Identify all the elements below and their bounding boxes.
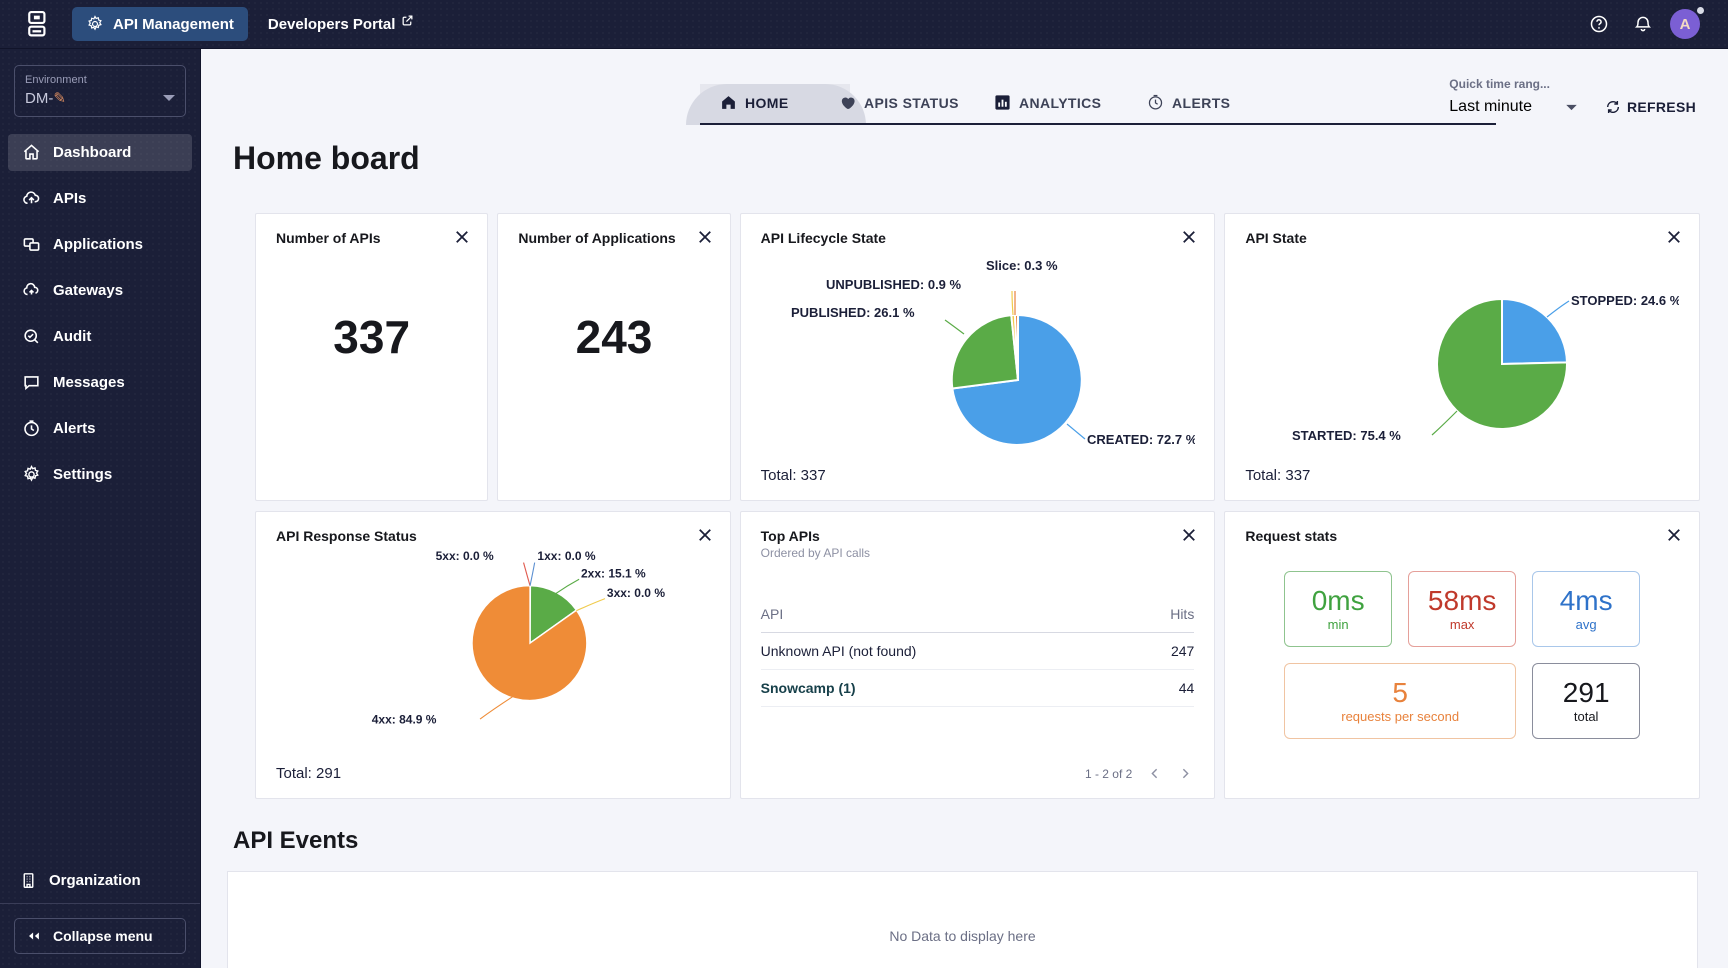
svg-text:CREATED: 72.7 %: CREATED: 72.7 % — [1087, 432, 1195, 447]
svg-text:Slice: 0.3 %: Slice: 0.3 % — [986, 258, 1058, 273]
svg-text:STOPPED: 24.6 %: STOPPED: 24.6 % — [1571, 293, 1679, 308]
svg-text:2xx: 15.1 %: 2xx: 15.1 % — [581, 566, 646, 580]
svg-text:5xx: 0.0 %: 5xx: 0.0 % — [436, 549, 494, 563]
svg-text:PUBLISHED: 26.1 %: PUBLISHED: 26.1 % — [791, 305, 915, 320]
svg-text:1xx: 0.0 %: 1xx: 0.0 % — [537, 549, 595, 563]
svg-text:3xx: 0.0 %: 3xx: 0.0 % — [607, 586, 665, 600]
svg-text:UNPUBLISHED: 0.9 %: UNPUBLISHED: 0.9 % — [826, 277, 962, 292]
svg-text:STARTED: 75.4 %: STARTED: 75.4 % — [1292, 428, 1401, 443]
svg-text:4xx: 84.9 %: 4xx: 84.9 % — [372, 713, 437, 727]
